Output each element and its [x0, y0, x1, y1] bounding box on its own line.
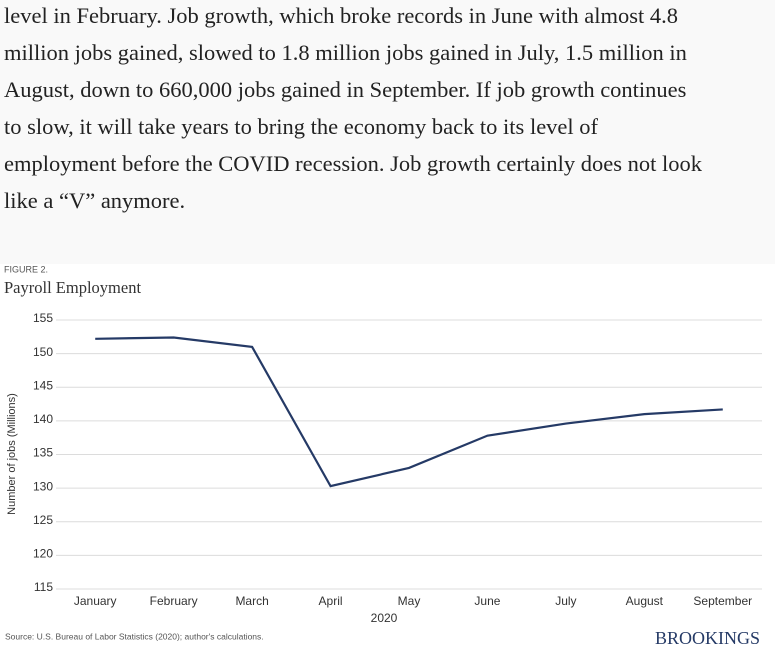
- x-tick-label: May: [398, 594, 421, 608]
- x-tick-label: February: [150, 594, 198, 608]
- y-tick-label: 150: [33, 345, 53, 359]
- x-tick-label: September: [693, 594, 752, 608]
- chart: FIGURE 2. Payroll Employment Number of j…: [0, 264, 775, 648]
- text-line: million jobs gained, slowed to 1.8 milli…: [4, 40, 687, 65]
- y-tick-label: 145: [33, 378, 53, 392]
- y-tick-label: 130: [33, 479, 53, 493]
- x-tick-label: June: [474, 594, 500, 608]
- y-tick-label: 120: [33, 547, 53, 561]
- text-line: like a “V” anymore.: [4, 188, 186, 213]
- y-tick-label: 140: [33, 412, 53, 426]
- text-line: to slow, it will take years to bring the…: [4, 114, 599, 139]
- y-tick-label: 125: [33, 513, 53, 527]
- text-line: August, down to 660,000 jobs gained in S…: [4, 77, 687, 102]
- figure-label: FIGURE 2.: [4, 264, 48, 274]
- x-axis-label: 2020: [371, 611, 398, 625]
- data-line: [95, 336, 723, 488]
- y-tick-label: 115: [34, 580, 53, 594]
- text-line: employment before the COVID recession. J…: [4, 151, 702, 176]
- x-tick-label: April: [319, 594, 343, 608]
- brand: BROOKINGS: [655, 628, 760, 648]
- x-tick-label: March: [235, 594, 268, 608]
- article: level in February. Job growth, which bro…: [0, 0, 775, 262]
- x-tick-label: July: [555, 594, 576, 608]
- y-tick-label: 155: [33, 311, 53, 325]
- x-tick-label: January: [74, 594, 117, 608]
- source: Source: U.S. Bureau of Labor Statistics …: [5, 631, 264, 641]
- y-tick-label: 135: [33, 446, 53, 460]
- chart-title: Payroll Employment: [4, 278, 141, 297]
- y-axis-label: Number of jobs (Millions): [6, 393, 18, 515]
- x-tick-label: August: [626, 594, 664, 608]
- text-line: level in February. Job growth, which bro…: [4, 3, 679, 28]
